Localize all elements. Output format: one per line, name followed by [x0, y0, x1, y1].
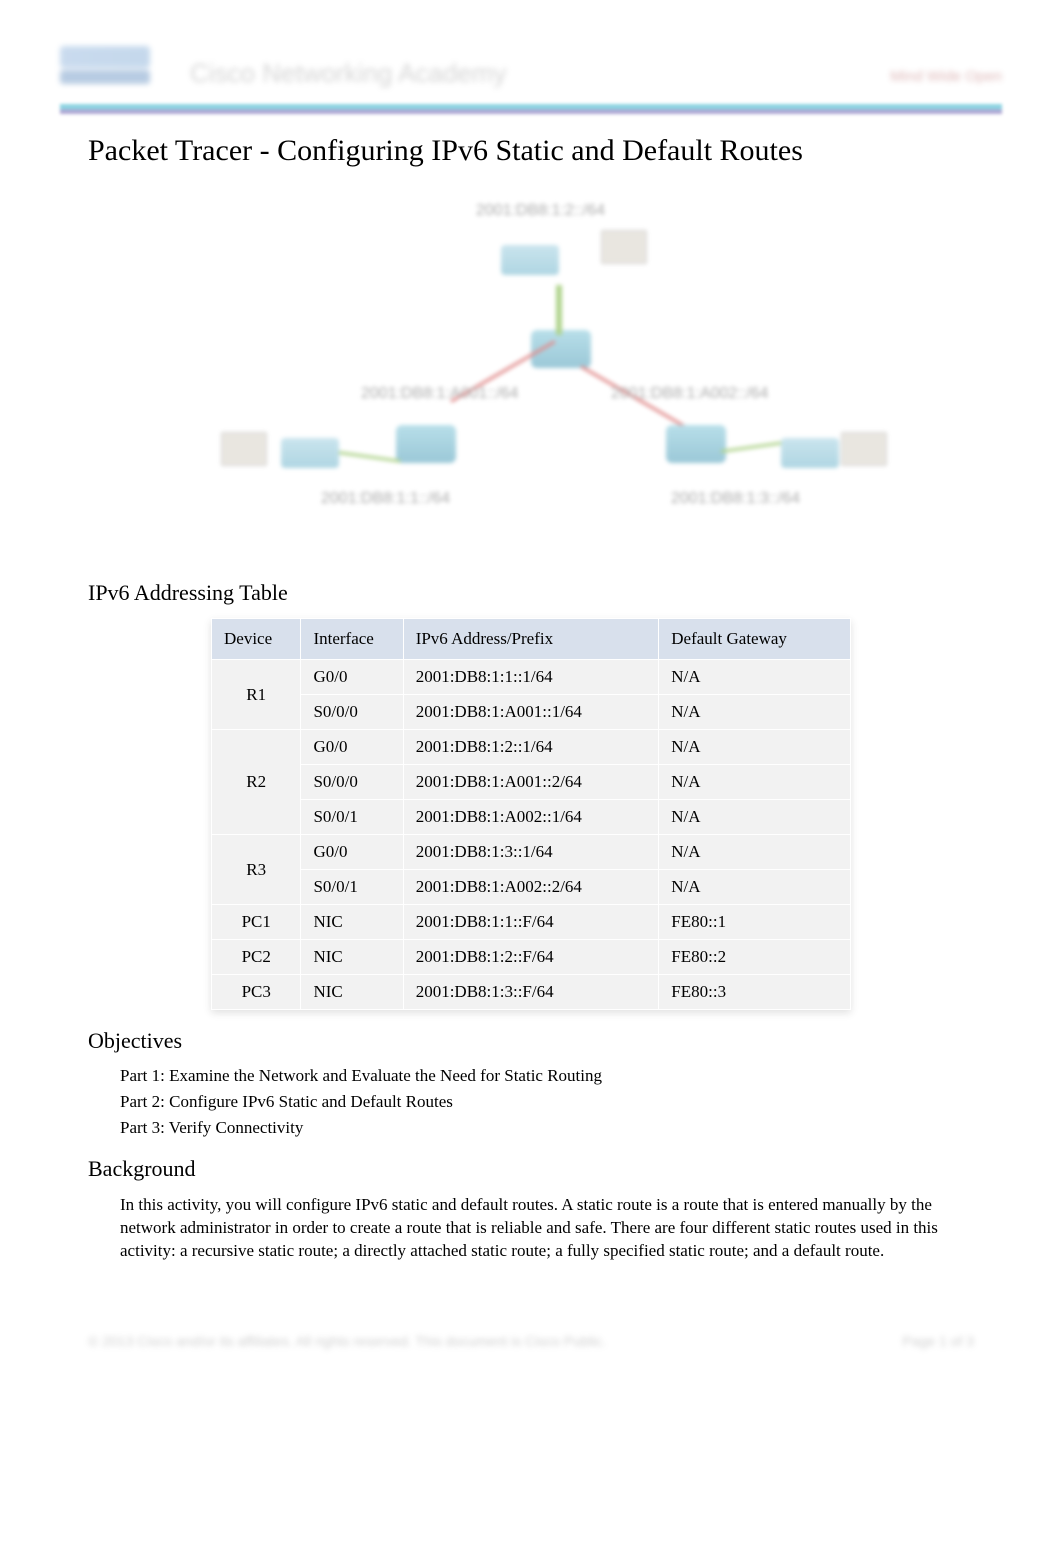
page-footer: © 2013 Cisco and/or its affiliates. All … [88, 1333, 974, 1349]
background-text: In this activity, you will configure IPv… [120, 1194, 962, 1263]
cell-gateway: FE80::3 [659, 975, 851, 1010]
cell-gateway: FE80::1 [659, 905, 851, 940]
footer-page-number: Page 1 of 3 [902, 1333, 974, 1349]
cell-device: R3 [212, 835, 301, 905]
net-label: 2001:DB8:1:1::/64 [321, 490, 450, 508]
pc-node [221, 432, 267, 466]
cell-device: R1 [212, 660, 301, 730]
table-row: R3G0/02001:DB8:1:3::1/64N/A [212, 835, 851, 870]
table-row: S0/0/12001:DB8:1:A002::2/64N/A [212, 870, 851, 905]
cell-address: 2001:DB8:1:3::F/64 [403, 975, 659, 1010]
table-row: R2G0/02001:DB8:1:2::1/64N/A [212, 730, 851, 765]
table-row: S0/0/02001:DB8:1:A001::2/64N/A [212, 765, 851, 800]
cell-interface: S0/0/0 [301, 695, 403, 730]
col-device: Device [212, 619, 301, 660]
cell-interface: NIC [301, 940, 403, 975]
router-node [666, 425, 726, 463]
cell-gateway: N/A [659, 660, 851, 695]
academy-name: Cisco Networking Academy [190, 58, 506, 89]
background-heading: Background [88, 1156, 1002, 1182]
net-label: 2001:DB8:1:3::/64 [671, 490, 800, 508]
cell-interface: G0/0 [301, 835, 403, 870]
pc-node [601, 230, 647, 264]
table-row: S0/0/02001:DB8:1:A001::1/64N/A [212, 695, 851, 730]
objective-item: Part 2: Configure IPv6 Static and Defaul… [120, 1092, 1002, 1112]
net-label: 2001:DB8:1:2::/64 [476, 202, 605, 220]
net-label: 2001:DB8:1:A002::/64 [611, 385, 768, 403]
switch-node [281, 438, 339, 468]
table-header-row: Device Interface IPv6 Address/Prefix Def… [212, 619, 851, 660]
table-caption: IPv6 Addressing Table [88, 580, 1002, 606]
header-divider [60, 104, 1002, 114]
objective-item: Part 3: Verify Connectivity [120, 1118, 1002, 1138]
brand-header: Cisco Networking Academy Mind Wide Open [60, 40, 1002, 100]
table-row: S0/0/12001:DB8:1:A002::1/64N/A [212, 800, 851, 835]
switch-node [781, 438, 839, 468]
cell-address: 2001:DB8:1:A001::2/64 [403, 765, 659, 800]
table-row: R1G0/02001:DB8:1:1::1/64N/A [212, 660, 851, 695]
col-iface: Interface [301, 619, 403, 660]
objective-item: Part 1: Examine the Network and Evaluate… [120, 1066, 1002, 1086]
cell-gateway: FE80::2 [659, 940, 851, 975]
cell-address: 2001:DB8:1:1::F/64 [403, 905, 659, 940]
cell-interface: NIC [301, 905, 403, 940]
topology-diagram: 2001:DB8:1:2::/64 2001:DB8:1:A001::/64 2… [191, 190, 871, 560]
cell-interface: NIC [301, 975, 403, 1010]
tagline: Mind Wide Open [890, 68, 1002, 85]
col-addr: IPv6 Address/Prefix [403, 619, 659, 660]
cell-device: PC3 [212, 975, 301, 1010]
cell-gateway: N/A [659, 695, 851, 730]
cell-device: PC1 [212, 905, 301, 940]
cell-address: 2001:DB8:1:A001::1/64 [403, 695, 659, 730]
cell-device: R2 [212, 730, 301, 835]
router-node [396, 425, 456, 463]
net-label: 2001:DB8:1:A001::/64 [361, 385, 518, 403]
switch-node [501, 245, 559, 275]
table-row: PC2NIC2001:DB8:1:2::F/64FE80::2 [212, 940, 851, 975]
cell-gateway: N/A [659, 870, 851, 905]
page-title: Packet Tracer - Configuring IPv6 Static … [88, 134, 1002, 168]
cell-interface: G0/0 [301, 730, 403, 765]
objectives-heading: Objectives [88, 1028, 1002, 1054]
lan-link [556, 285, 562, 335]
lan-link [331, 450, 401, 463]
pc-node [841, 432, 887, 466]
cell-address: 2001:DB8:1:1::1/64 [403, 660, 659, 695]
footer-copyright: © 2013 Cisco and/or its affiliates. All … [88, 1333, 606, 1349]
cell-gateway: N/A [659, 765, 851, 800]
cell-interface: S0/0/1 [301, 870, 403, 905]
cell-device: PC2 [212, 940, 301, 975]
cell-interface: S0/0/1 [301, 800, 403, 835]
cell-address: 2001:DB8:1:A002::2/64 [403, 870, 659, 905]
col-gw: Default Gateway [659, 619, 851, 660]
cell-gateway: N/A [659, 835, 851, 870]
document-page: Cisco Networking Academy Mind Wide Open … [0, 0, 1062, 1379]
cell-address: 2001:DB8:1:2::F/64 [403, 940, 659, 975]
cell-gateway: N/A [659, 730, 851, 765]
table-row: PC1NIC2001:DB8:1:1::F/64FE80::1 [212, 905, 851, 940]
addressing-table: Device Interface IPv6 Address/Prefix Def… [211, 618, 851, 1010]
cisco-logo [60, 40, 160, 90]
cell-gateway: N/A [659, 800, 851, 835]
cell-interface: S0/0/0 [301, 765, 403, 800]
addressing-table-wrap: Device Interface IPv6 Address/Prefix Def… [211, 618, 851, 1010]
cell-address: 2001:DB8:1:A002::1/64 [403, 800, 659, 835]
objectives-list: Part 1: Examine the Network and Evaluate… [120, 1066, 1002, 1138]
cell-address: 2001:DB8:1:2::1/64 [403, 730, 659, 765]
cell-address: 2001:DB8:1:3::1/64 [403, 835, 659, 870]
table-row: PC3NIC2001:DB8:1:3::F/64FE80::3 [212, 975, 851, 1010]
cell-interface: G0/0 [301, 660, 403, 695]
